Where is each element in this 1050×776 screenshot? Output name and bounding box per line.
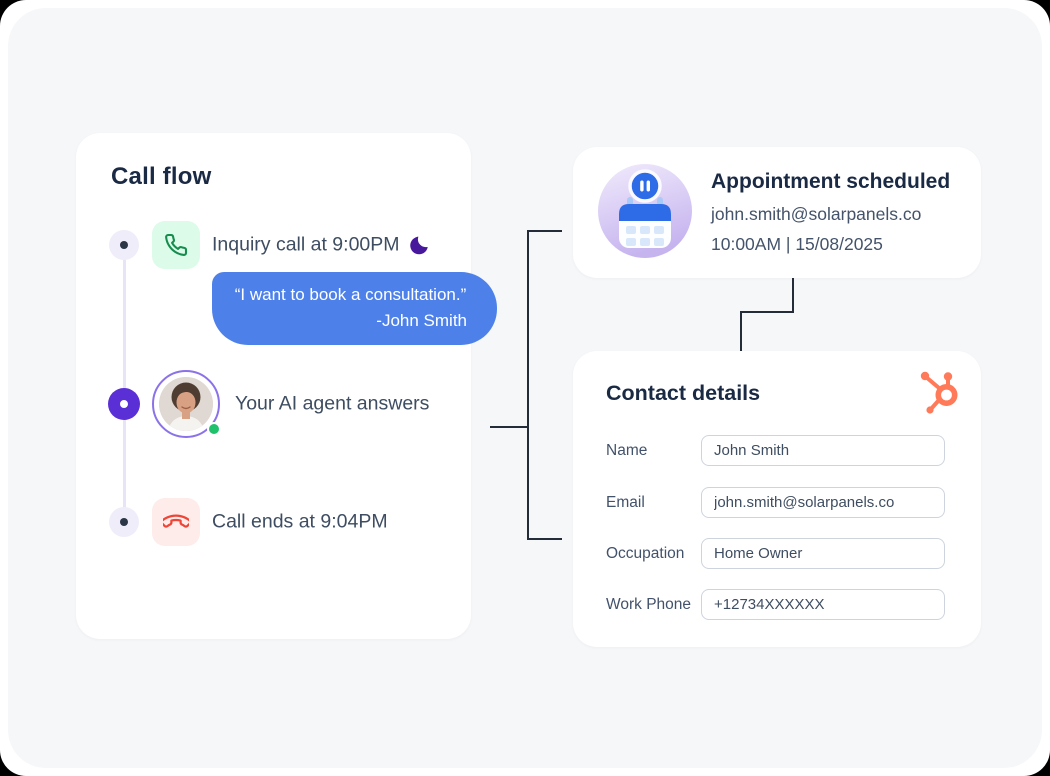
work-phone-label: Work Phone [606,595,692,613]
step2-label: Your AI agent answers [235,392,430,415]
email-label: Email [606,493,645,511]
step2-row: Your AI agent answers [235,393,429,416]
moon-icon [409,236,428,255]
appointment-email: john.smith@solarpanels.co [711,204,922,224]
step3-label: Call ends at 9:04PM [212,510,388,533]
appointment-card: Appointment scheduled john.smith@solarpa… [573,147,981,278]
phone-call-tile [152,221,200,269]
canvas-background: Call flow Inquiry call at 9:00PM “I want… [8,8,1042,768]
timeline-rail [123,245,126,522]
quote-line1: “I want to book a consultation.” [234,285,467,304]
occupation-input[interactable] [701,538,945,569]
step1-label: Inquiry call at 9:00PM [212,233,400,256]
avatar-ring [152,370,220,438]
appointment-datetime: 10:00AM | 15/08/2025 [711,234,883,254]
appointment-title: Appointment scheduled [711,170,951,193]
customer-quote-bubble: “I want to book a consultation.” -John S… [212,272,497,345]
form-row-name: Name [573,435,981,466]
contact-details-card: Contact details Name [573,351,981,647]
timeline-dot-step1 [109,230,139,260]
email-input[interactable] [701,487,945,518]
step1-row: Inquiry call at 9:00PM [212,234,432,257]
call-flow-card: Call flow Inquiry call at 9:00PM “I want… [76,133,497,639]
connector-elbow-v1 [792,278,794,313]
connector-elbow-h [740,311,794,313]
quote-line2: -John Smith [376,311,467,330]
form-row-occupation: Occupation [573,538,981,569]
form-row-email: Email [573,487,981,518]
step3-row: Call ends at 9:04PM [212,511,388,534]
online-status-dot [207,422,221,436]
contact-details-title: Contact details [606,381,761,405]
ai-agent-avatar [152,370,221,438]
connector-bracket-top [527,230,562,232]
name-input[interactable] [701,435,945,466]
form-row-work-phone: Work Phone [573,589,981,620]
connector-bracket-vertical [527,230,529,540]
timeline-dot-step2-active [108,388,140,420]
name-label: Name [606,441,648,459]
call-flow-title: Call flow [111,163,212,190]
work-phone-input[interactable] [701,589,945,620]
occupation-label: Occupation [606,544,685,562]
connector-elbow-v2 [740,311,742,351]
connector-bracket-bottom [527,538,562,540]
hubspot-logo [915,369,963,417]
phone-hangup-icon [163,514,189,528]
phone-hangup-tile [152,498,200,546]
phone-call-icon [165,233,188,256]
connector-callflow-stub [490,426,529,428]
calendar-pause-icon [598,164,692,258]
timeline-dot-step3 [109,507,139,537]
